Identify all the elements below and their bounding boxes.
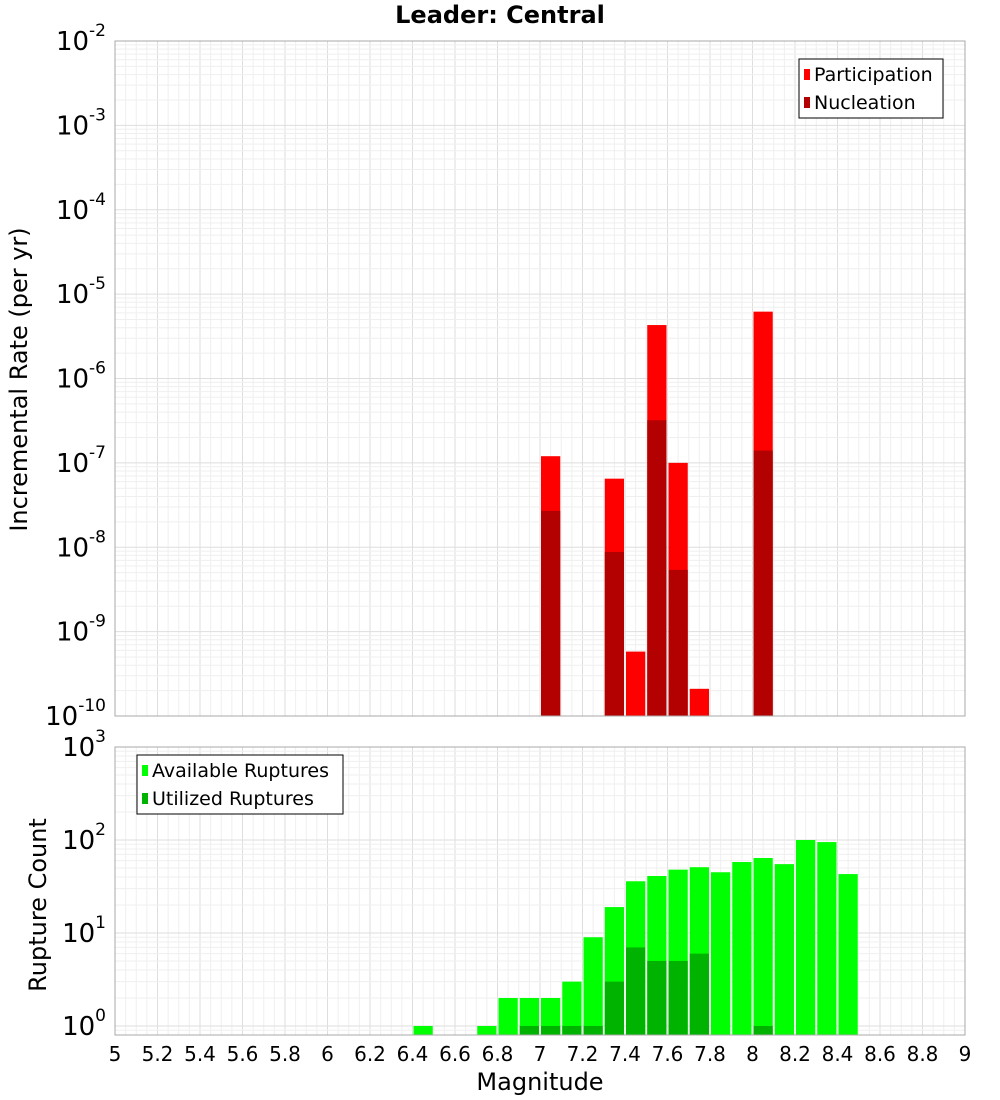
x-tick-label: 5 (109, 1042, 122, 1066)
count-bar-a (753, 858, 773, 1035)
count-bar-a (838, 874, 858, 1035)
rate-bars (541, 311, 773, 716)
x-tick-label: 7.2 (567, 1042, 599, 1066)
rate-y-tick-label: 10-10 (45, 696, 106, 732)
x-tick-label: 5.6 (227, 1042, 259, 1066)
rate-legend-label: Participation (814, 64, 933, 86)
count-bar-b (626, 947, 646, 1035)
count-legend-label: Utilized Ruptures (152, 788, 314, 810)
rate-y-tick-label: 10-3 (56, 105, 106, 141)
rate-legend-swatch (804, 97, 810, 108)
rate-bar-b (753, 450, 773, 716)
count-y-tick-label: 103 (62, 727, 106, 763)
rate-y-tick-label: 10-5 (56, 274, 106, 310)
count-y-axis-label: Rupture Count (24, 818, 52, 992)
count-bar-b (519, 1025, 539, 1035)
count-y-ticks: 103 102 101 100 (62, 727, 106, 1042)
count-bar-b (604, 981, 624, 1035)
x-tick-label: 7 (534, 1042, 547, 1066)
x-ticks: 5 5.2 5.4 5.6 5.8 6 6.2 6.4 6.6 6.8 7 7.2 7.4 7.6 7.8 8… (109, 1042, 972, 1066)
x-tick-label: 6 (321, 1042, 334, 1066)
x-tick-label: 8 (746, 1042, 759, 1066)
count-bar-a (498, 997, 518, 1035)
count-bar-b (753, 1025, 773, 1035)
rate-legend-box (798, 58, 944, 119)
count-bar-a (817, 842, 837, 1035)
rate-bar-a (626, 651, 646, 716)
count-legend: Available Ruptures Utilized Ruptures (136, 754, 344, 815)
rate-bar-b (541, 510, 561, 716)
rate-y-tick-label: 10-8 (56, 527, 106, 563)
count-legend-box (136, 754, 344, 815)
count-y-tick-label: 100 (62, 1006, 106, 1042)
count-y-tick-label: 102 (62, 820, 106, 856)
rate-bar-b (604, 551, 624, 716)
rate-grid (114, 40, 966, 717)
count-bars (413, 839, 858, 1035)
count-legend-swatch (142, 765, 148, 776)
rate-bar-b (647, 420, 667, 716)
x-tick-label: 8.4 (822, 1042, 854, 1066)
rate-y-tick-label: 10-4 (56, 190, 106, 226)
x-tick-label: 5.4 (184, 1042, 216, 1066)
rate-y-tick-label: 10-9 (56, 612, 106, 648)
x-tick-label: 7.4 (609, 1042, 641, 1066)
count-bar-b (562, 1025, 582, 1035)
count-bar-a (413, 1025, 433, 1035)
x-tick-label: 5.8 (269, 1042, 301, 1066)
count-bar-a (711, 872, 731, 1035)
count-bar-a (732, 861, 752, 1035)
count-bar-a (774, 864, 794, 1035)
count-bar-a (541, 997, 561, 1035)
rate-bar-b (668, 569, 688, 716)
chart-title: Leader: Central (395, 1, 605, 29)
rate-panel: 10-2 10-3 10-4 10-5 10-6 10-7 10-8 10-9 10-10 In… (5, 21, 966, 732)
count-bar-a (583, 937, 603, 1035)
count-plot-frame (114, 746, 966, 1036)
count-panel: 103 102 101 100 5 5.2 5.4 5.6 5.8 6 6.2 6.4 6.6 6.8 7… (24, 727, 971, 1096)
count-bar-b (647, 960, 667, 1035)
count-legend-label: Available Ruptures (152, 760, 329, 782)
count-y-tick-label: 101 (62, 913, 106, 949)
rate-legend: Participation Nucleation (798, 58, 944, 119)
x-tick-label: 5.2 (142, 1042, 174, 1066)
x-tick-label: 6.4 (397, 1042, 429, 1066)
rate-plot-frame (114, 40, 966, 717)
count-bar-b (689, 953, 709, 1035)
count-bar-b (668, 960, 688, 1035)
rate-legend-swatch (804, 69, 810, 80)
x-tick-label: 8.6 (864, 1042, 896, 1066)
x-tick-label: 7.6 (652, 1042, 684, 1066)
rate-y-axis-label: Incremental Rate (per yr) (5, 227, 33, 531)
rate-y-tick-label: 10-7 (56, 443, 106, 479)
rate-bar-a (689, 688, 709, 716)
rate-legend-label: Nucleation (814, 92, 916, 114)
count-bar-a (519, 997, 539, 1035)
rate-y-ticks: 10-2 10-3 10-4 10-5 10-6 10-7 10-8 10-9 10-10 (45, 21, 106, 732)
x-tick-label: 9 (959, 1042, 972, 1066)
x-tick-label: 7.8 (694, 1042, 726, 1066)
rate-y-tick-label: 10-6 (56, 359, 106, 395)
count-bar-a (477, 1025, 497, 1035)
count-legend-swatch (142, 793, 148, 804)
x-tick-label: 8.8 (907, 1042, 939, 1066)
x-axis-label: Magnitude (476, 1068, 603, 1096)
count-bar-a (562, 981, 582, 1035)
rate-y-tick-label: 10-2 (56, 21, 106, 57)
x-tick-label: 6.2 (354, 1042, 386, 1066)
x-tick-label: 6.6 (439, 1042, 471, 1066)
count-bar-b (541, 1025, 561, 1035)
x-tick-label: 8.2 (779, 1042, 811, 1066)
count-bar-b (583, 1025, 603, 1035)
x-tick-label: 6.8 (482, 1042, 514, 1066)
count-bar-a (796, 839, 816, 1035)
